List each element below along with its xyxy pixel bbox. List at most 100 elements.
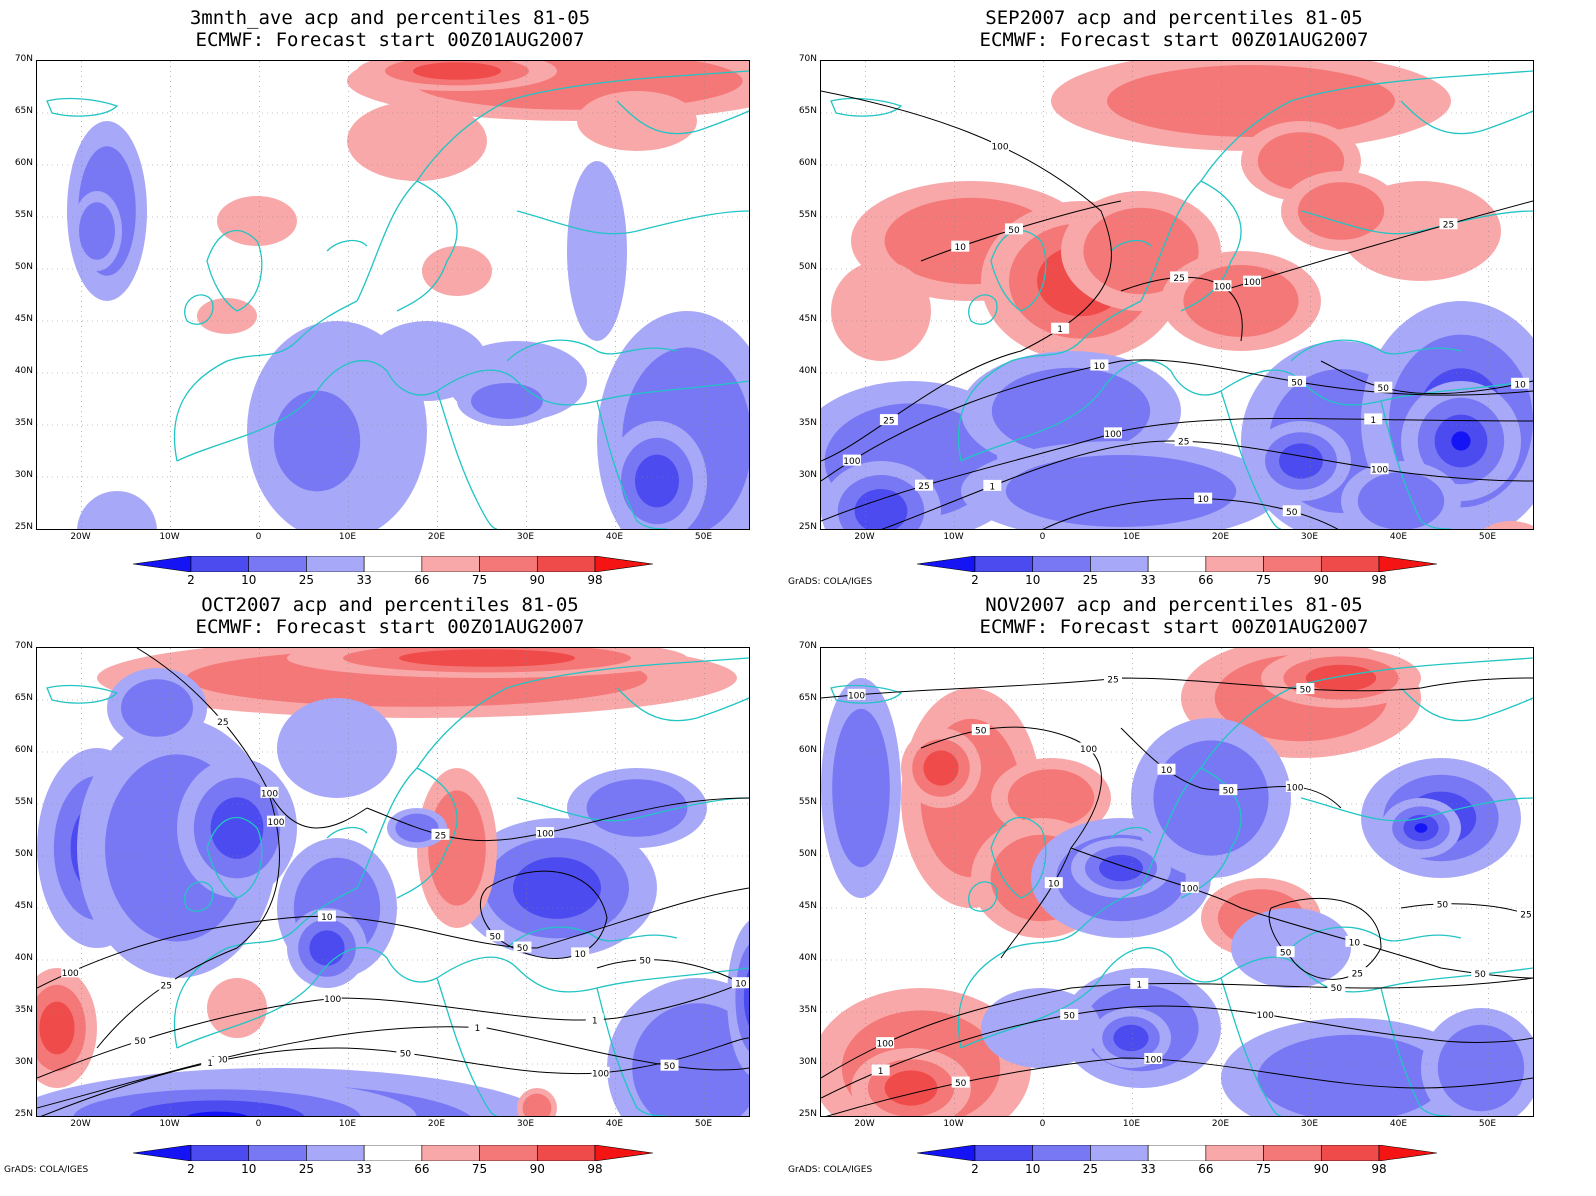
colorbar-swatch: [1147, 555, 1207, 573]
svg-text:50: 50: [1331, 984, 1343, 994]
colorbar-label: 10: [241, 1162, 257, 1176]
colorbar-label: 66: [1198, 1162, 1214, 1176]
svg-text:1: 1: [207, 1059, 213, 1069]
svg-text:10: 10: [574, 950, 586, 960]
dry-anomaly-area: [735, 944, 749, 1052]
svg-text:50: 50: [664, 1062, 676, 1072]
y-tick-label: 55N: [14, 210, 33, 220]
coastline: [356, 70, 749, 302]
contour-label: 100: [536, 827, 555, 840]
contour-label: 25: [213, 715, 232, 728]
coastline: [616, 100, 749, 135]
colorbar-label: 90: [529, 573, 545, 587]
contour-label: 100: [61, 966, 80, 979]
wet-anomaly-area: [422, 246, 492, 296]
x-tick-label: 30E: [1300, 532, 1319, 542]
contour-line: [881, 440, 1533, 529]
contour-label: 1: [585, 1013, 604, 1026]
dry-anomaly-area: [567, 161, 627, 341]
colorbar-swatch: [363, 1144, 423, 1162]
colorbar-swatch: [306, 555, 365, 573]
contour-label: 50: [951, 1076, 970, 1089]
svg-text:50: 50: [1474, 970, 1486, 980]
coastline: [1110, 239, 1152, 252]
svg-text:50: 50: [134, 1037, 146, 1047]
coastline: [506, 339, 678, 362]
coastline: [396, 767, 458, 899]
svg-text:100: 100: [267, 818, 284, 828]
colorbar: [132, 555, 654, 573]
contour-label: 100: [591, 1066, 610, 1079]
coastline: [1400, 100, 1533, 135]
dry-anomaly-area: [210, 797, 264, 859]
svg-text:50: 50: [517, 944, 529, 954]
map-svg: [37, 61, 749, 529]
dry-anomaly-area: [832, 708, 890, 868]
x-tick-label: 30E: [1300, 1119, 1319, 1129]
contour-label: 50: [513, 941, 532, 954]
dry-anomaly-area: [1279, 443, 1323, 479]
y-tick-label: 35N: [798, 418, 817, 428]
colorbar-swatch: [190, 555, 250, 573]
contour-label: 100: [323, 992, 342, 1005]
x-tick-label: 20E: [427, 1119, 446, 1129]
colorbar-label: 33: [1140, 1162, 1156, 1176]
wet-anomaly-area: [197, 298, 257, 334]
colorbar-swatch: [1263, 1144, 1322, 1162]
x-tick-label: 40E: [605, 532, 624, 542]
svg-text:25: 25: [883, 417, 894, 427]
svg-text:50: 50: [1280, 949, 1292, 959]
chart-title: NOV2007 acp and percentiles 81-05: [985, 594, 1363, 616]
dry-anomaly-area: [273, 390, 361, 492]
y-tick-label: 65N: [14, 106, 33, 116]
chart-title: OCT2007 acp and percentiles 81-05: [201, 594, 579, 616]
contour-label: 1: [468, 1021, 487, 1034]
colorbar-label: 75: [1255, 1162, 1272, 1176]
grads-credit: GrADS: COLA/IGES: [4, 1165, 89, 1175]
x-tick-label: 10W: [159, 1119, 180, 1129]
dry-anomaly-area: [77, 491, 157, 529]
y-tick-label: 60N: [798, 745, 817, 755]
x-tick-label: 20W: [70, 532, 91, 542]
contour-label: 100: [1243, 275, 1262, 288]
svg-text:100: 100: [1244, 278, 1261, 288]
y-tick-label: 35N: [14, 1005, 33, 1015]
contour-label: 1: [983, 479, 1002, 492]
x-tick-label: 30E: [516, 1119, 535, 1129]
colorbar-swatch: [536, 555, 596, 573]
contour-label: 10: [1511, 377, 1530, 390]
map-plot: 100 100 100 100 100 100 100 50 50 50 50 50 50 50 50 50 2…: [820, 647, 1534, 1117]
dry-anomaly-area: [1357, 472, 1445, 529]
contour-label: 25: [1170, 271, 1189, 284]
wet-anomaly-area: [923, 750, 959, 786]
colorbar-swatch: [916, 555, 976, 573]
x-tick-label: 40E: [1389, 532, 1408, 542]
svg-text:1: 1: [878, 1067, 884, 1077]
y-tick-label: 70N: [14, 54, 33, 64]
chart-panel-4: NOV2007 acp and percentiles 81-05 ECMWF:…: [784, 590, 1564, 1180]
contour-label: 10: [571, 947, 590, 960]
contour-label: 10: [1194, 492, 1213, 505]
dry-anomaly-area: [1451, 431, 1471, 451]
contour-label: 50: [1282, 505, 1301, 518]
contour-label: 10: [1044, 877, 1063, 890]
svg-text:50: 50: [1378, 384, 1390, 394]
coastline: [990, 817, 1047, 899]
contour-label: 1: [1051, 322, 1070, 335]
y-tick-label: 60N: [14, 745, 33, 755]
chart-panel-3: OCT2007 acp and percentiles 81-05 ECMWF:…: [0, 590, 780, 1180]
coastline: [830, 684, 903, 704]
svg-text:50: 50: [975, 727, 987, 737]
colorbar-swatch: [594, 555, 654, 573]
y-tick-label: 35N: [798, 1005, 817, 1015]
coastline: [1180, 180, 1242, 312]
coastline: [616, 687, 749, 722]
contour-label: 10: [317, 910, 336, 923]
svg-text:100: 100: [1257, 1011, 1274, 1021]
wet-anomaly-area: [1183, 265, 1299, 337]
colorbar-label: 98: [587, 1162, 603, 1176]
dry-anomaly-area: [1153, 740, 1269, 856]
colorbar-swatch: [421, 1144, 480, 1162]
colorbar-swatch: [1320, 555, 1380, 573]
contour-label: 100: [260, 786, 279, 799]
